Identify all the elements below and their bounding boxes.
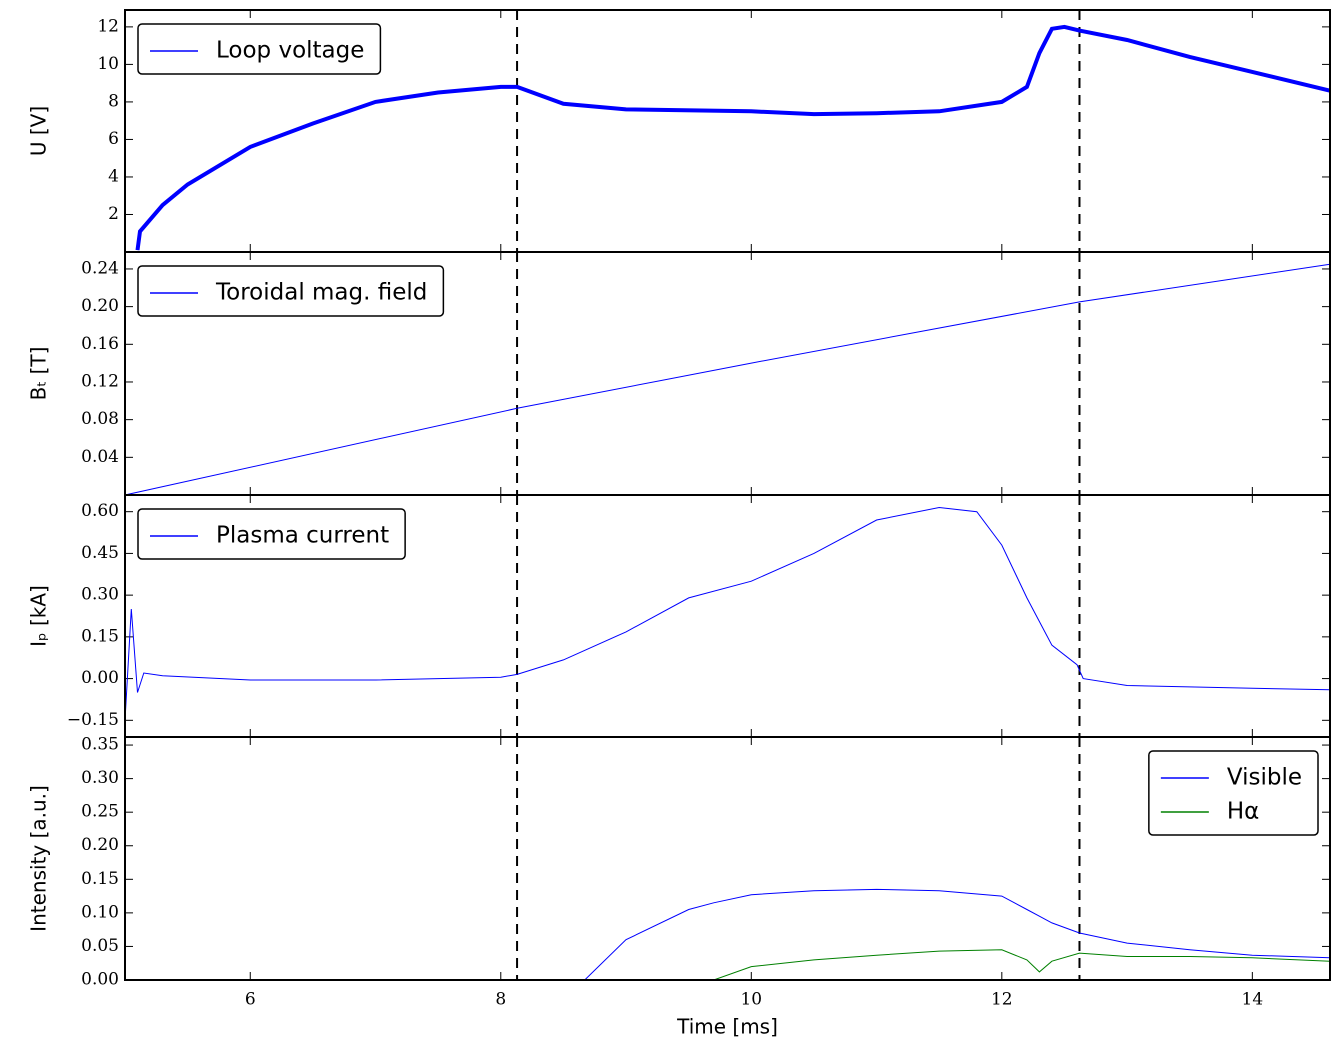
y-axis-label: Bₜ [T]	[27, 347, 51, 401]
legend-label: Plasma current	[216, 523, 389, 549]
y-tick-label: 0.08	[81, 409, 119, 429]
y-tick-label: 0.30	[81, 585, 119, 605]
legend: Toroidal mag. field	[137, 265, 445, 317]
x-tick-label: 14	[1242, 990, 1264, 1010]
legend-box	[137, 265, 445, 317]
series-line	[584, 888, 1330, 980]
y-axis-label: Iₚ [kA]	[27, 585, 51, 647]
y-tick-label: 0.30	[81, 768, 119, 788]
y-tick-label: 0.16	[81, 334, 119, 354]
series-line	[125, 263, 1330, 495]
y-tick-label: −0.15	[67, 710, 119, 730]
legend-box	[137, 508, 406, 560]
legend: Plasma current	[137, 508, 406, 560]
y-tick-label: 4	[108, 166, 119, 186]
legend-label: Toroidal mag. field	[215, 280, 427, 306]
y-tick-label: 0.00	[81, 970, 119, 990]
y-tick-label: 0.24	[81, 258, 119, 278]
y-tick-label: 0.35	[81, 735, 119, 755]
y-tick-label: 12	[97, 16, 119, 36]
legend-label: Loop voltage	[216, 38, 364, 64]
y-tick-label: 0.15	[81, 869, 119, 889]
y-tick-label: 0.60	[81, 501, 119, 521]
axes-frame	[124, 736, 1331, 981]
y-tick-label: 0.15	[81, 626, 119, 646]
y-tick-label: 2	[108, 204, 119, 224]
legend: Loop voltage	[137, 23, 382, 75]
x-tick-label: 12	[991, 990, 1013, 1010]
y-axis-label: Intensity [a.u.]	[27, 785, 51, 932]
legend-label: Visible	[1227, 765, 1302, 791]
y-tick-label: 6	[108, 129, 119, 149]
series-line	[713, 949, 1330, 980]
x-tick-label: 10	[740, 990, 762, 1010]
y-tick-label: 0.25	[81, 802, 119, 822]
legend: Visible Hα	[1148, 750, 1319, 836]
legend-label: Hα	[1227, 799, 1259, 825]
legend-box	[137, 23, 382, 75]
y-axis-label: U [V]	[27, 106, 51, 156]
x-axis-label: Time [ms]	[676, 1015, 778, 1039]
series-line	[135, 24, 1330, 251]
x-tick-label: 6	[245, 990, 256, 1010]
x-tick-label: 8	[495, 990, 506, 1010]
y-tick-label: 10	[97, 54, 119, 74]
y-tick-label: 8	[108, 91, 119, 111]
legend-box	[1148, 750, 1319, 836]
y-tick-label: 0.05	[81, 936, 119, 956]
series-line	[125, 506, 1330, 721]
y-tick-label: 0.00	[81, 668, 119, 688]
y-tick-label: 0.45	[81, 543, 119, 563]
y-tick-label: 0.12	[81, 371, 119, 391]
y-tick-label: 0.10	[81, 902, 119, 922]
y-tick-label: 0.20	[81, 296, 119, 316]
y-tick-label: 0.04	[81, 447, 119, 467]
y-tick-label: 0.20	[81, 835, 119, 855]
